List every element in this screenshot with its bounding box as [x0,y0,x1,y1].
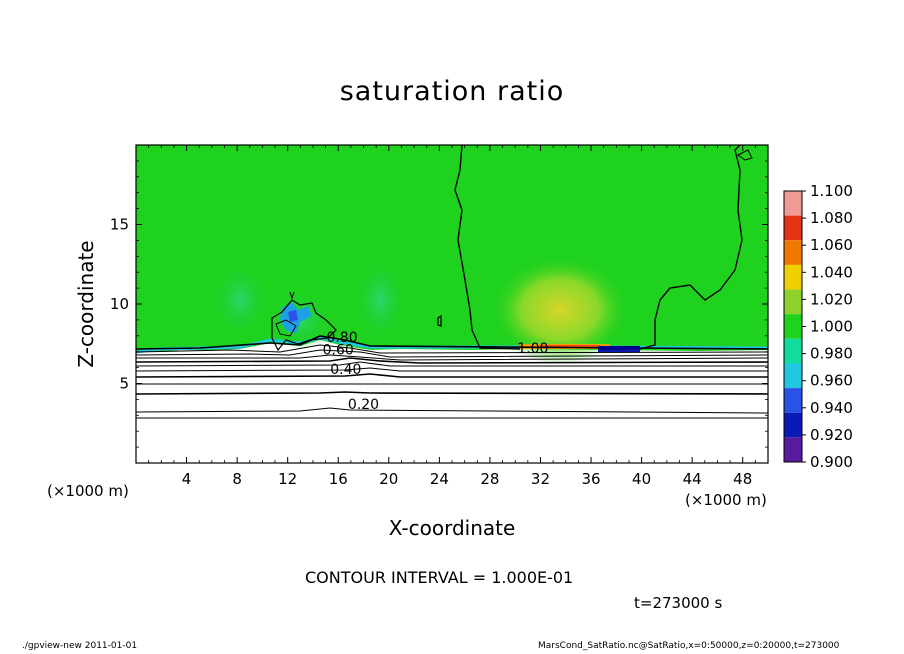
x-axis-title: X-coordinate [389,516,516,540]
x-tick-label: 12 [278,470,297,488]
colorbar-label: 1.000 [810,318,853,336]
x-tick-label: 40 [632,470,651,488]
colorbar-swatch [784,264,802,290]
colorbar-label: 0.920 [810,426,853,444]
x-tick-label: 48 [733,470,752,488]
colorbar-swatch [784,338,802,364]
colorbar-label: 1.040 [810,263,853,281]
x-tick-label: 24 [430,470,449,488]
colorbar: 1.100 1.080 1.060 1.040 1.020 1.000 0.980 0.960… [783,182,853,471]
contour-line [639,145,743,350]
colorbar-label: 1.060 [810,236,853,254]
x-unit-label-left: (×1000 m) [47,482,129,500]
contour-line [737,149,753,161]
x-tick-label: 36 [581,470,600,488]
x-tick-label: 28 [480,470,499,488]
contour-lines [136,145,768,419]
y-tick-label: 10 [110,295,129,313]
footer-left-text: ./gpview-new 2011-01-01 [22,641,138,651]
contour-label: 0.80 [326,330,357,346]
moist-region [210,260,270,340]
colorbar-swatch [784,215,802,241]
contour-interval-label: CONTOUR INTERVAL = 1.000E-01 [305,568,574,587]
colorbar-swatch [784,240,802,265]
contour-line [136,354,768,361]
contour-line [289,291,295,300]
contour-line [136,367,768,372]
contour-line [136,349,768,358]
contour-label: 1.00 [517,341,548,357]
colorbar-label: 1.020 [810,290,853,308]
supersaturated-core [540,345,600,348]
y-tick-label: 5 [119,375,129,393]
contour-label: 0.20 [348,397,379,413]
colorbar-label: 1.080 [810,209,853,227]
x-axis: 4 8 12 16 20 24 28 32 36 40 44 48 [148,145,756,488]
contour-line [136,391,768,395]
supersaturated-band [600,346,640,350]
y-axis: 5 10 15 [110,160,768,448]
contour-line [136,344,768,354]
colorbar-label: 0.960 [810,372,853,390]
colorbar-swatch [784,412,802,438]
x-tick-label: 8 [232,470,242,488]
y-tick-label: 15 [110,216,129,234]
colorbar-swatch [784,388,802,413]
y-axis-title: Z-coordinate [74,240,98,367]
colorbar-swatch [784,363,802,389]
contour-line [136,407,768,414]
contour-line [136,373,768,378]
colorbar-label: 1.100 [810,182,853,200]
contour-label: 0.40 [330,362,361,378]
x-tick-label: 20 [379,470,398,488]
time-label: t=273000 s [634,594,723,612]
x-tick-label: 4 [182,470,192,488]
colorbar-label: 0.900 [810,453,853,471]
contour-line [454,145,521,350]
x-tick-label: 44 [683,470,702,488]
moist-region [352,255,408,345]
plot-area [136,145,768,463]
x-unit-label-right: (×1000 m) [685,491,767,509]
contour-line [136,357,768,364]
chart-title: saturation ratio [339,76,565,107]
colorbar-swatch [784,191,802,216]
warm-region [490,255,630,365]
colorbar-swatch [784,314,802,339]
contour-label: 0.60 [323,343,354,359]
subsaturated-blob [288,310,298,322]
contour-line [437,314,442,327]
colorbar-swatch [784,437,802,462]
footer-right-text: MarsCond_SatRatio.nc@SatRatio,x=0:50000,… [538,641,840,651]
contour-line [271,299,337,352]
colorbar-label: 0.980 [810,345,853,363]
x-tick-label: 16 [329,470,348,488]
contour-line [275,319,297,337]
contour-labels: 0.20 0.40 0.600.80 1.00 [323,330,549,413]
colorbar-swatch [784,289,802,315]
colorbar-label: 0.940 [810,399,853,417]
contour-line [136,361,768,367]
x-tick-label: 32 [531,470,550,488]
